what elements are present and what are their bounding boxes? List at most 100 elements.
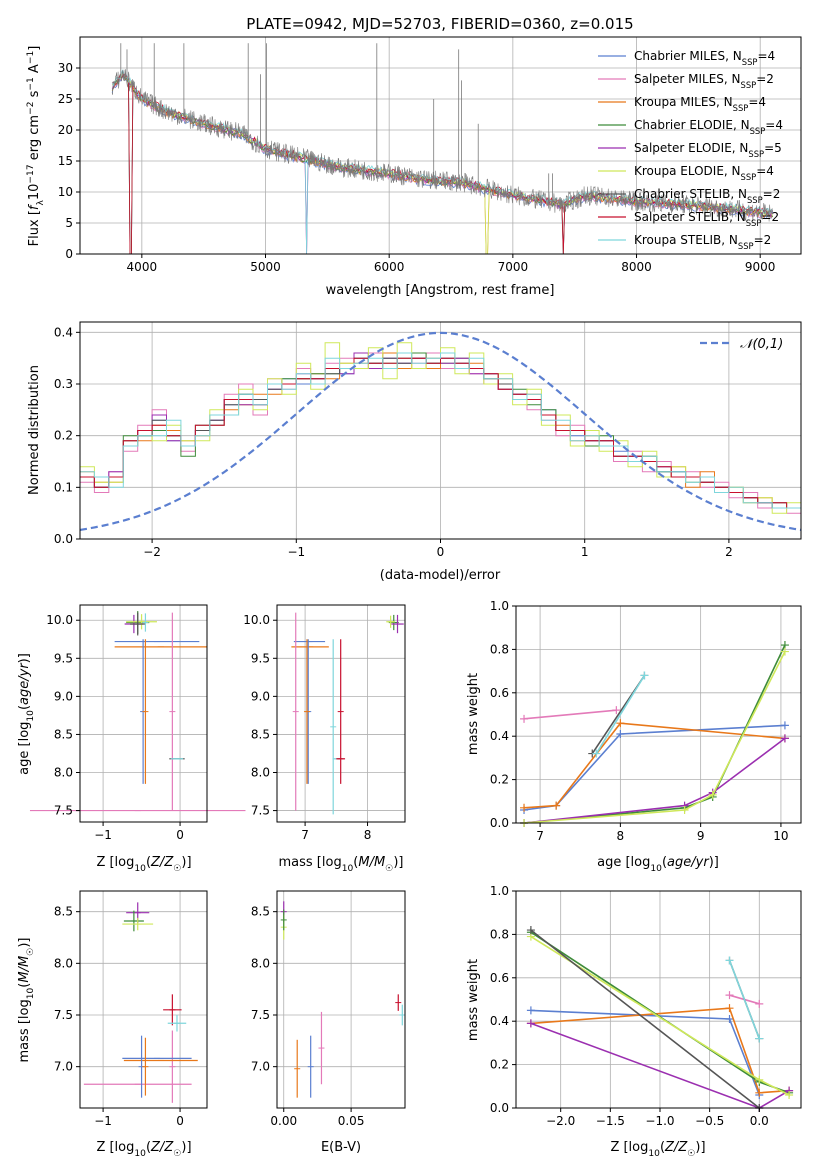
label-part: Salpeter MILES, N [634,72,741,86]
y-tick-label: 9.0 [54,689,73,703]
legend-label: Salpeter ELODIE, NSSP=5 [634,141,782,159]
x-tick-label: 0 [176,1114,184,1128]
label-part: ( [660,1140,665,1155]
label-part: SSP [741,80,757,90]
x-tick-label: 7 [536,829,544,843]
y-tick-label: 8.5 [251,905,270,919]
plus-marker [526,1019,535,1028]
label-part: mass [log [279,855,342,870]
x-axis-label: mass [log10(M/M☉)] [279,855,404,874]
axes-z-mass: −1 07.07.58.08.5Z [log10(Z/Z☉)]mass [log1… [17,890,208,1159]
y-tick-label: 8.5 [54,727,73,741]
y-tick-label: 9.5 [251,651,270,665]
x-tick-label: −1 [287,545,305,559]
axes-spectrum: 4000 5000 6000 7000 8000 9000 0 5 10 15 20 25 30 wave… [26,36,802,298]
label-part: Chabrier ELODIE, N [634,118,750,132]
x-tick-label: 9 [697,829,705,843]
weight-line [523,722,785,809]
x-tick-label: −1 [94,828,112,842]
label-part: 10 [648,1149,660,1159]
y-tick-label: 7.0 [54,1060,73,1074]
axes-frame [515,890,802,1109]
label-part: M/M [358,855,385,870]
x-tick-label: 4000 [127,260,158,274]
label-part: SSP [741,172,757,182]
label-part: )] [695,1140,705,1155]
y-tick-label: 0.6 [490,971,509,985]
x-tick-label: 1 [581,545,589,559]
label-part: Flux [ [27,210,42,246]
plot-area [520,641,789,827]
x-tick-label: 8000 [621,260,652,274]
x-tick-label: 0.0 [750,1114,769,1128]
x-axis-label: Z [log10(Z/Z☉)] [610,1140,705,1159]
y-tick-label: 8.5 [54,905,73,919]
label-part: 10 [342,864,354,874]
x-axis-label: age [log10(age/yr)] [597,855,719,874]
y-tick-label: 8.0 [54,766,73,780]
label-part: Z/Z [664,1140,688,1155]
x-tick-label: −2.0 [546,1114,575,1128]
plus-marker [725,956,734,965]
x-tick-label: −1.5 [596,1114,625,1128]
label-part: =4 [756,164,774,178]
y-tick-label: 15 [58,154,73,168]
grid [80,891,207,1108]
plus-marker [526,1006,535,1015]
y-tick-label: 10.0 [46,613,73,627]
x-axis-label: Z [log10(Z/Z☉)] [96,1140,191,1159]
axes-ebv-mass: 0.00 0.05 7.0 7.5 8.0 8.5 E(B-V) [251,890,406,1155]
y-axis-label: Normed distribution [27,365,42,495]
y-tick-label: 0.4 [490,1014,509,1028]
y-tick-label: 1.0 [490,599,509,613]
x-tick-label: 2 [725,545,733,559]
plot-area [526,926,794,1112]
plus-marker [680,805,689,814]
label-part: =2 [756,72,774,86]
label-part: s [27,90,42,101]
label-part: ☉ [385,864,393,874]
y-axis-label: mass weight [466,673,481,755]
label-part: =2 [763,187,781,201]
label-part: Z/Z [150,855,174,870]
label-part: 10 [650,864,662,874]
x-tick-label: 7 [301,828,309,842]
plus-marker [780,647,789,656]
legend-label: Chabrier MILES, NSSP=4 [634,49,775,67]
legend-label: Kroupa MILES, NSSP=4 [634,95,766,113]
weight-line [523,737,786,824]
label-part: Chabrier MILES, N [634,49,742,63]
y-tick-label: 1.0 [490,884,509,898]
y-tick-label: 8.0 [251,766,270,780]
label-part: )] [709,855,719,870]
label-part: Chabrier STELIB, N [634,187,747,201]
plus-marker [725,1004,734,1013]
y-axis-label: mass weight [466,959,481,1041]
x-tick-label: 0 [176,828,184,842]
label-part: 10 [27,184,42,201]
plus-marker [640,671,649,680]
y-tick-label: 0.2 [490,1058,509,1072]
spectrum-data-line [111,69,773,222]
weight-line [530,929,760,1109]
axes-frame [515,605,802,824]
x-tick-label: −2 [143,545,161,559]
label-part: Z/Z [150,1140,174,1155]
plot-area [29,611,246,812]
label-part: mass [log [17,999,32,1062]
x-axis-label: Z [log10(Z/Z☉)] [96,855,191,874]
y-tick-label: 0.0 [54,532,73,546]
weight-line [728,960,761,1039]
x-tick-label: −1 [94,1114,112,1128]
axes-mass-age: 7 8 7.5 8.0 8.5 9.0 9.5 10.0 mass [log10(M/M☉)] [243,604,406,874]
y-tick-label: 7.5 [54,1008,73,1022]
plus-marker [755,999,764,1008]
y-tick-label: 0.0 [490,1101,509,1115]
y-tick-label: 7.0 [251,1060,270,1074]
x-tick-label: 0 [437,545,445,559]
legend-label: 𝒩(0,1) [740,337,783,352]
label-part: −17 [26,164,36,183]
label-part: f [27,203,42,210]
legend-label: Chabrier ELODIE, NSSP=4 [634,118,783,136]
